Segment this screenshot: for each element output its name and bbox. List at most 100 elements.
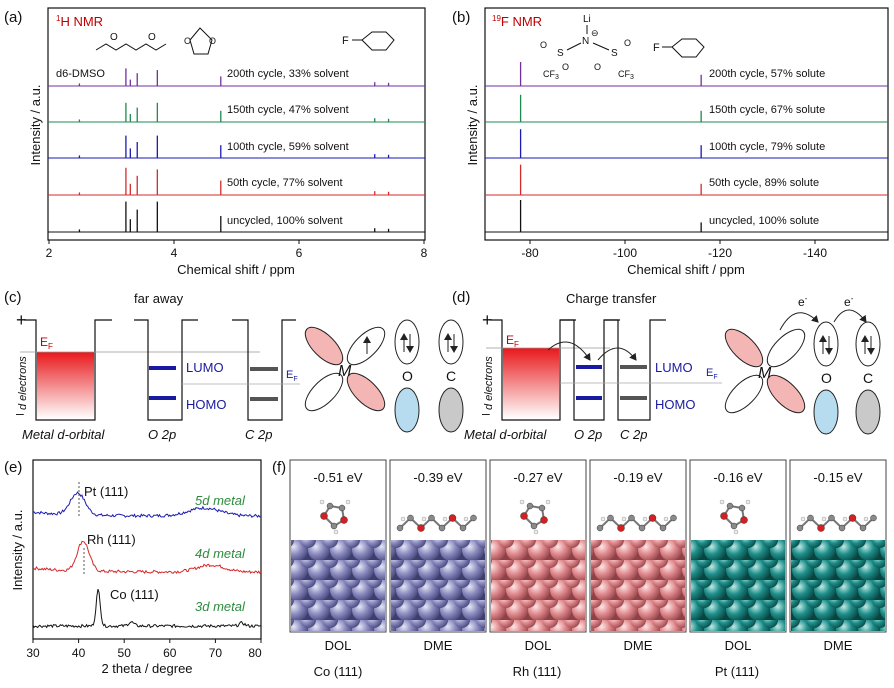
b-trace-label-0: 200th cycle, 57% solute bbox=[709, 68, 825, 80]
tfsi-o1: O bbox=[540, 40, 547, 50]
f-surface-slab-5 bbox=[791, 540, 885, 631]
a-xtick-1: 4 bbox=[171, 246, 178, 260]
e-xtick-2: 50 bbox=[118, 646, 132, 660]
b-trace-label-2: 100th cycle, 79% solute bbox=[709, 141, 825, 153]
xrd-trace-0 bbox=[32, 491, 262, 519]
a-dmso-label: d6-DMSO bbox=[56, 68, 105, 80]
panel-d: (d) Charge transfer + – EF d electrons L… bbox=[452, 289, 881, 442]
a-trace-label-1: 150th cycle, 47% solvent bbox=[227, 104, 349, 116]
c-ef-label: EF bbox=[40, 335, 53, 351]
f-energy-0: -0.51 eV bbox=[313, 470, 362, 485]
f-molecule-4: DOL bbox=[725, 638, 752, 653]
f-surface-slab-0 bbox=[291, 540, 385, 631]
f-surface-slab-2 bbox=[491, 540, 585, 631]
panel-a-traces bbox=[48, 68, 425, 233]
b-xtick-1: -100 bbox=[613, 246, 637, 260]
d-d-electron-fill bbox=[503, 348, 559, 419]
c-c2p-label: C 2p bbox=[245, 427, 272, 442]
e-xticks bbox=[32, 639, 262, 643]
b-ylabel: Intensity / a.u. bbox=[465, 85, 480, 166]
a-ylabel: Intensity / a.u. bbox=[28, 85, 43, 166]
d-plus: + bbox=[482, 310, 493, 330]
d-homo-label: HOMO bbox=[655, 397, 695, 412]
d-ef2-label: EF bbox=[706, 367, 718, 381]
e-metal-label-1: 4d metal bbox=[195, 546, 246, 561]
xrd-trace-1 bbox=[32, 540, 262, 574]
c-c-p-orbital-icon: C bbox=[438, 319, 464, 433]
e-metal-label-0: 5d metal bbox=[195, 493, 246, 508]
panel-f-cells: -0.51 eV DOL -0.39 eV DME -0.27 eV DOL -0.19 e… bbox=[289, 459, 887, 653]
e-xtick-1: 40 bbox=[72, 646, 86, 660]
panel-b: (b) 19F NMR Li N ⊖ S S O O O O CF3 CF3 F… bbox=[452, 7, 889, 277]
panel-e-label: (e) bbox=[4, 459, 22, 476]
c-metal-label: Metal d-orbital bbox=[22, 427, 105, 442]
c-m-label: M bbox=[338, 363, 352, 380]
c-homo-label: HOMO bbox=[186, 397, 226, 412]
panel-b-traces bbox=[485, 62, 888, 233]
d-minus: – bbox=[482, 405, 490, 421]
f-adsorbate-4 bbox=[719, 499, 751, 535]
e-xtick-3: 60 bbox=[163, 646, 177, 660]
panel-a-frame bbox=[47, 7, 426, 241]
a-xtick-2: 6 bbox=[296, 246, 303, 260]
e-xlabel: 2 theta / degree bbox=[101, 661, 192, 676]
d-o2p-label: O 2p bbox=[574, 427, 602, 442]
tfsi-n: N bbox=[582, 36, 589, 47]
f-molecule-2: DOL bbox=[525, 638, 552, 653]
e-xtick-5: 80 bbox=[248, 646, 262, 660]
a-xtick-0: 2 bbox=[46, 246, 53, 260]
d-ef-label: EF bbox=[506, 333, 519, 349]
c-d-orbital-icon: M bbox=[304, 326, 386, 412]
tfsi-minus: ⊖ bbox=[591, 28, 599, 38]
f-energy-1: -0.39 eV bbox=[413, 470, 462, 485]
a-trace-label-0: 200th cycle, 33% solvent bbox=[227, 68, 349, 80]
d-e-label-2: e- bbox=[844, 294, 854, 309]
f-surface-slab-1 bbox=[391, 540, 485, 631]
dol-o2: O bbox=[209, 36, 216, 46]
c-o2p-label: O 2p bbox=[148, 427, 176, 442]
f-adsorbate-0 bbox=[319, 499, 351, 535]
tfsi-o3: O bbox=[624, 38, 631, 48]
d-c-label: C bbox=[863, 370, 873, 386]
e-ylabel: Intensity / a.u. bbox=[10, 510, 25, 591]
f-energy-2: -0.27 eV bbox=[513, 470, 562, 485]
c-o-label: O bbox=[402, 368, 413, 384]
d-electron-arrow-2 bbox=[833, 309, 867, 323]
a-benzene-icon bbox=[361, 31, 395, 51]
panel-f-label: (f) bbox=[272, 459, 286, 476]
a-xtick-3: 8 bbox=[421, 246, 428, 260]
a-xticks bbox=[48, 240, 425, 244]
c-c-label: C bbox=[446, 368, 456, 384]
a-trace-label-4: uncycled, 100% solvent bbox=[227, 215, 343, 227]
c-o-well bbox=[134, 319, 198, 421]
f-energy-5: -0.15 eV bbox=[813, 470, 862, 485]
e-peak-label-0: Pt (111) bbox=[84, 484, 128, 499]
tfsi-cf3-right: CF3 bbox=[618, 69, 634, 81]
f-surface-label-2: Pt (111) bbox=[715, 664, 759, 679]
d-c2p-label: C 2p bbox=[620, 427, 647, 442]
b-trace-label-3: 50th cycle, 89% solute bbox=[709, 177, 819, 189]
tfsi-s1: S bbox=[557, 48, 564, 59]
b-benzene-icon bbox=[671, 38, 705, 58]
dol-structure bbox=[189, 27, 213, 55]
tfsi-li: Li bbox=[583, 14, 591, 25]
c-lumo-label: LUMO bbox=[186, 360, 224, 375]
dol-o1: O bbox=[184, 36, 191, 46]
d-o-p-orbital-icon: O bbox=[813, 321, 839, 435]
tfsi-o2: O bbox=[562, 62, 569, 72]
f-molecule-0: DOL bbox=[325, 638, 352, 653]
f-energy-4: -0.16 eV bbox=[713, 470, 762, 485]
d-o-well bbox=[560, 319, 620, 421]
c-metal-well bbox=[24, 319, 112, 421]
f-surface-slab-3 bbox=[591, 540, 685, 631]
tfsi-s2: S bbox=[611, 48, 618, 59]
c-d-electron-fill bbox=[37, 352, 94, 419]
b-xticks bbox=[529, 240, 816, 244]
panel-c: (c) far away + – EF d electrons LUMO HOM… bbox=[4, 289, 464, 442]
panel-c-label: (c) bbox=[4, 289, 22, 306]
c-c-well bbox=[232, 319, 296, 421]
c-d-electrons: d electrons bbox=[17, 356, 29, 410]
panel-e-traces bbox=[32, 491, 262, 629]
b-xtick-0: -80 bbox=[521, 246, 539, 260]
